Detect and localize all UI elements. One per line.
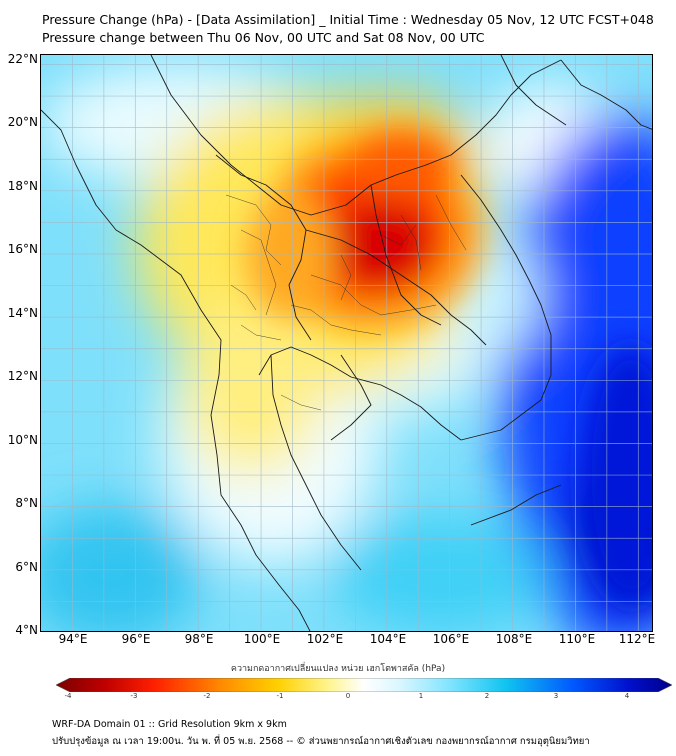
colorbar-tick: 1	[418, 692, 424, 700]
colorbar-tick: 0	[345, 692, 351, 700]
lat-label-4n: 4°N	[15, 623, 38, 637]
lat-label-8n: 8°N	[15, 496, 38, 510]
footer-model-info: WRF-DA Domain 01 :: Grid Resolution 9km …	[52, 719, 287, 730]
colorbar-tick: -3	[130, 692, 138, 700]
lon-label-106e: 106°E	[432, 632, 470, 646]
colorbar	[56, 678, 672, 692]
lat-label-10n: 10°N	[7, 433, 38, 447]
colorbar-tick: 3	[553, 692, 559, 700]
pressure-change-map	[40, 54, 653, 632]
lon-label-108e: 108°E	[495, 632, 533, 646]
lat-label-22n: 22°N	[7, 52, 38, 66]
lon-label-100e: 100°E	[243, 632, 281, 646]
lon-label-94e: 94°E	[58, 632, 88, 646]
province-borders	[225, 194, 467, 411]
colorbar-tick: -1	[276, 692, 284, 700]
lon-label-104e: 104°E	[369, 632, 407, 646]
lon-label-112e: 112°E	[618, 632, 656, 646]
lon-label-110e: 110°E	[558, 632, 596, 646]
map-subtitle: Pressure change between Thu 06 Nov, 00 U…	[42, 30, 485, 45]
map-grid	[41, 55, 652, 631]
lat-label-16n: 16°N	[7, 242, 38, 256]
lon-label-98e: 98°E	[184, 632, 214, 646]
colorbar-tick: 2	[484, 692, 490, 700]
lat-label-12n: 12°N	[7, 369, 38, 383]
map-canvas	[41, 55, 652, 631]
footer-update-info: ปรับปรุงข้อมูล ณ เวลา 19:00น. วัน พ. ที่…	[52, 736, 590, 747]
country-borders	[41, 55, 652, 631]
colorbar-title: ความกดอากาศเปลี่ยนแปลง หน่วย เฮกโตพาสคัล…	[230, 664, 446, 674]
colorbar-tick: -2	[203, 692, 211, 700]
lat-label-6n: 6°N	[15, 560, 38, 574]
colorbar-tick: -4	[64, 692, 72, 700]
lat-label-14n: 14°N	[7, 306, 38, 320]
lon-label-96e: 96°E	[121, 632, 151, 646]
colorbar-tick: 4	[624, 692, 630, 700]
lon-label-102e: 102°E	[306, 632, 344, 646]
map-title: Pressure Change (hPa) - [Data Assimilati…	[42, 12, 654, 27]
lat-label-18n: 18°N	[7, 179, 38, 193]
lat-label-20n: 20°N	[7, 115, 38, 129]
